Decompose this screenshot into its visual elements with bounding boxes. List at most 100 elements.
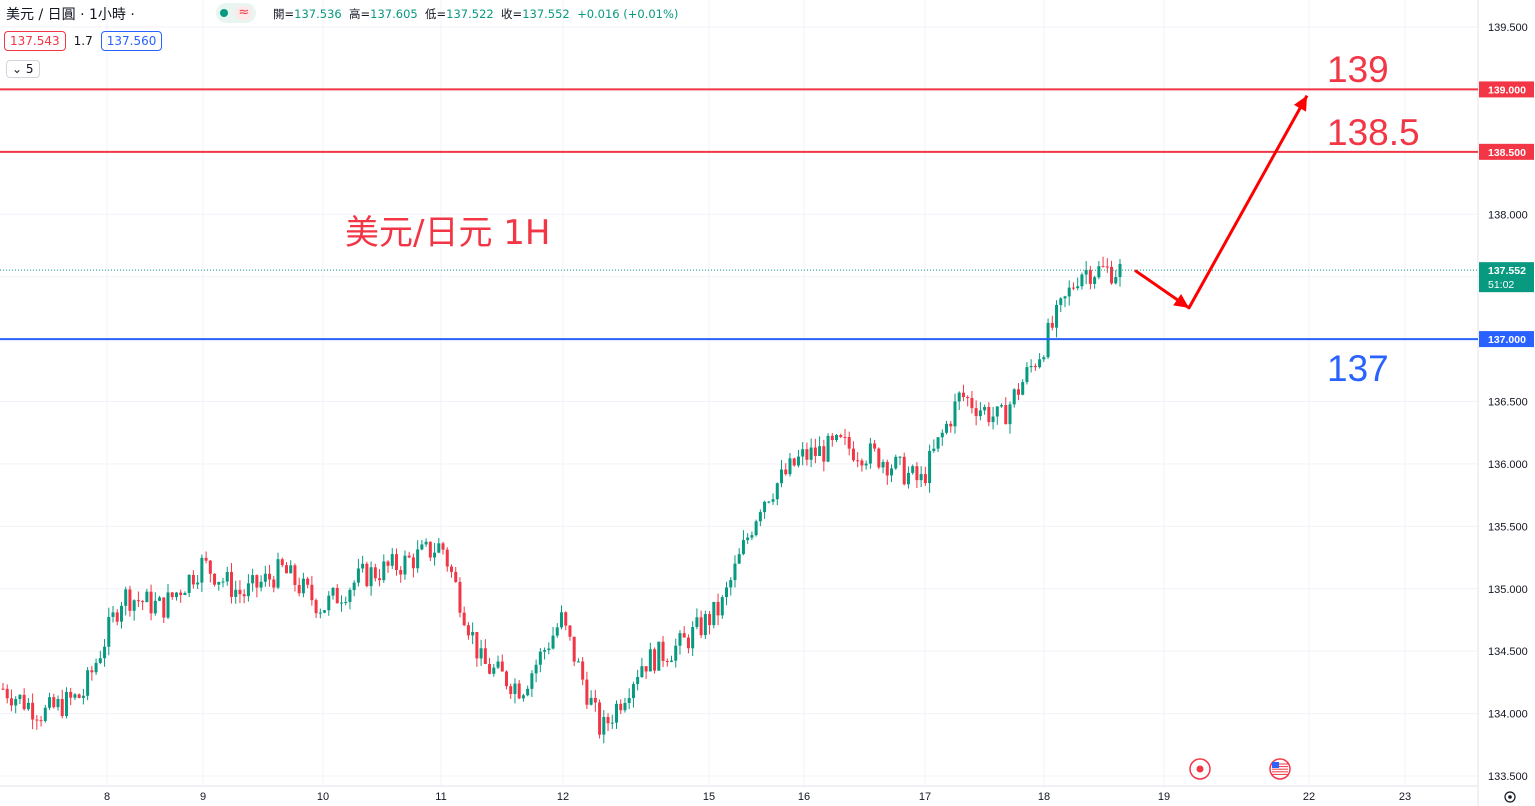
candle-body	[369, 567, 373, 587]
candle-body	[928, 450, 932, 484]
candle-body	[272, 579, 276, 588]
candle-body	[513, 683, 517, 694]
candle-body	[1055, 304, 1059, 328]
candle-body	[234, 589, 238, 597]
candle-body	[208, 560, 212, 574]
candle-body	[1050, 322, 1054, 328]
x-tick-label: 11	[435, 791, 446, 803]
candle-body	[890, 468, 894, 476]
candle-body	[174, 592, 178, 598]
y-tick-label: 136.500	[1488, 397, 1528, 409]
candle-body	[716, 601, 720, 616]
buy-button[interactable]: 137.560	[100, 31, 163, 51]
candle-body	[284, 565, 288, 574]
candle-body	[424, 541, 428, 545]
high-value: 137.605	[370, 7, 418, 21]
annotation-137: 137	[1327, 348, 1389, 389]
candle-body	[187, 574, 191, 593]
us-flag-canton	[1272, 762, 1279, 768]
candle-body	[141, 601, 145, 603]
candle-body	[509, 686, 513, 694]
candle-body	[1059, 298, 1063, 305]
candle-body	[145, 591, 149, 603]
candle-body	[758, 512, 762, 522]
x-tick-label: 15	[703, 791, 715, 803]
candle-body	[636, 677, 640, 685]
candle-body	[767, 501, 771, 503]
candle-body	[1097, 266, 1101, 278]
candle-body	[289, 565, 293, 574]
market-status-pill[interactable]: ≈	[216, 3, 256, 23]
candle-body	[73, 694, 77, 698]
indicators-toggle[interactable]: ⌄ 5	[6, 60, 40, 78]
candle-body	[56, 698, 60, 708]
candle-body	[796, 456, 800, 466]
projection-arrowhead-dip	[1173, 293, 1189, 308]
candle-body	[378, 578, 382, 581]
candle-body	[280, 559, 284, 566]
chart-label: 美元/日元 1H	[345, 213, 550, 253]
candle-body	[1080, 274, 1084, 287]
candle-body	[1114, 277, 1118, 284]
candle-body	[792, 458, 796, 466]
candle-body	[526, 688, 530, 696]
annotation-138-5: 138.5	[1327, 112, 1420, 153]
candle-body	[1071, 287, 1075, 289]
candle-body	[365, 563, 369, 587]
candle-body	[1076, 286, 1080, 289]
candle-body	[754, 521, 758, 536]
candle-body	[242, 594, 246, 597]
candle-body	[843, 436, 847, 438]
candle-body	[221, 581, 225, 583]
candle-body	[615, 703, 619, 723]
symbol-title[interactable]: 美元 / 日圓 · 1小時 ·	[6, 4, 135, 24]
candle-body	[686, 637, 690, 649]
candle-body	[1088, 270, 1092, 284]
candle-body	[373, 567, 377, 579]
candle-body	[136, 600, 140, 602]
settings-gear-icon[interactable]	[1504, 791, 1516, 803]
candle-body	[564, 612, 568, 626]
candle-body	[43, 707, 47, 721]
candle-body	[204, 557, 208, 561]
candle-body	[847, 437, 851, 449]
candle-body	[314, 600, 318, 614]
candle-body	[39, 720, 43, 722]
indicators-count: 5	[25, 62, 34, 76]
candle-body	[297, 584, 301, 594]
projection-arrow[interactable]	[1134, 94, 1309, 310]
candle-body	[940, 432, 944, 438]
candle-body	[107, 616, 111, 647]
candle-body	[775, 483, 779, 500]
economic-event-dot-icon	[1196, 765, 1204, 773]
countdown-tag: 51:02	[1488, 279, 1514, 291]
candle-body	[149, 591, 153, 614]
candle-body	[48, 697, 52, 708]
candle-body	[1084, 270, 1088, 275]
candle-body	[602, 716, 606, 735]
candle-body	[1004, 405, 1008, 425]
candle-body	[132, 600, 136, 611]
y-tick-label: 135.500	[1488, 521, 1528, 533]
price-tag-139-bg	[1479, 81, 1534, 98]
price-tag-138-5-bg	[1479, 143, 1534, 160]
candle-body	[433, 552, 437, 558]
candle-body	[462, 612, 466, 626]
candle-body	[255, 575, 259, 588]
sell-button[interactable]: 137.543	[4, 31, 66, 51]
x-tick-label: 9	[200, 791, 206, 803]
candle-body	[94, 662, 98, 673]
candle-body	[966, 397, 970, 399]
candle-body	[818, 446, 822, 456]
candle-body	[631, 684, 635, 699]
candle-body	[496, 661, 500, 668]
candle-body	[881, 461, 885, 468]
candle-body	[547, 648, 551, 651]
y-tick-label: 136.000	[1488, 459, 1528, 471]
x-tick-label: 8	[104, 791, 110, 803]
candle-body	[919, 474, 923, 481]
candle-body	[974, 408, 978, 417]
candle-body	[581, 661, 585, 680]
candle-body	[809, 447, 813, 460]
